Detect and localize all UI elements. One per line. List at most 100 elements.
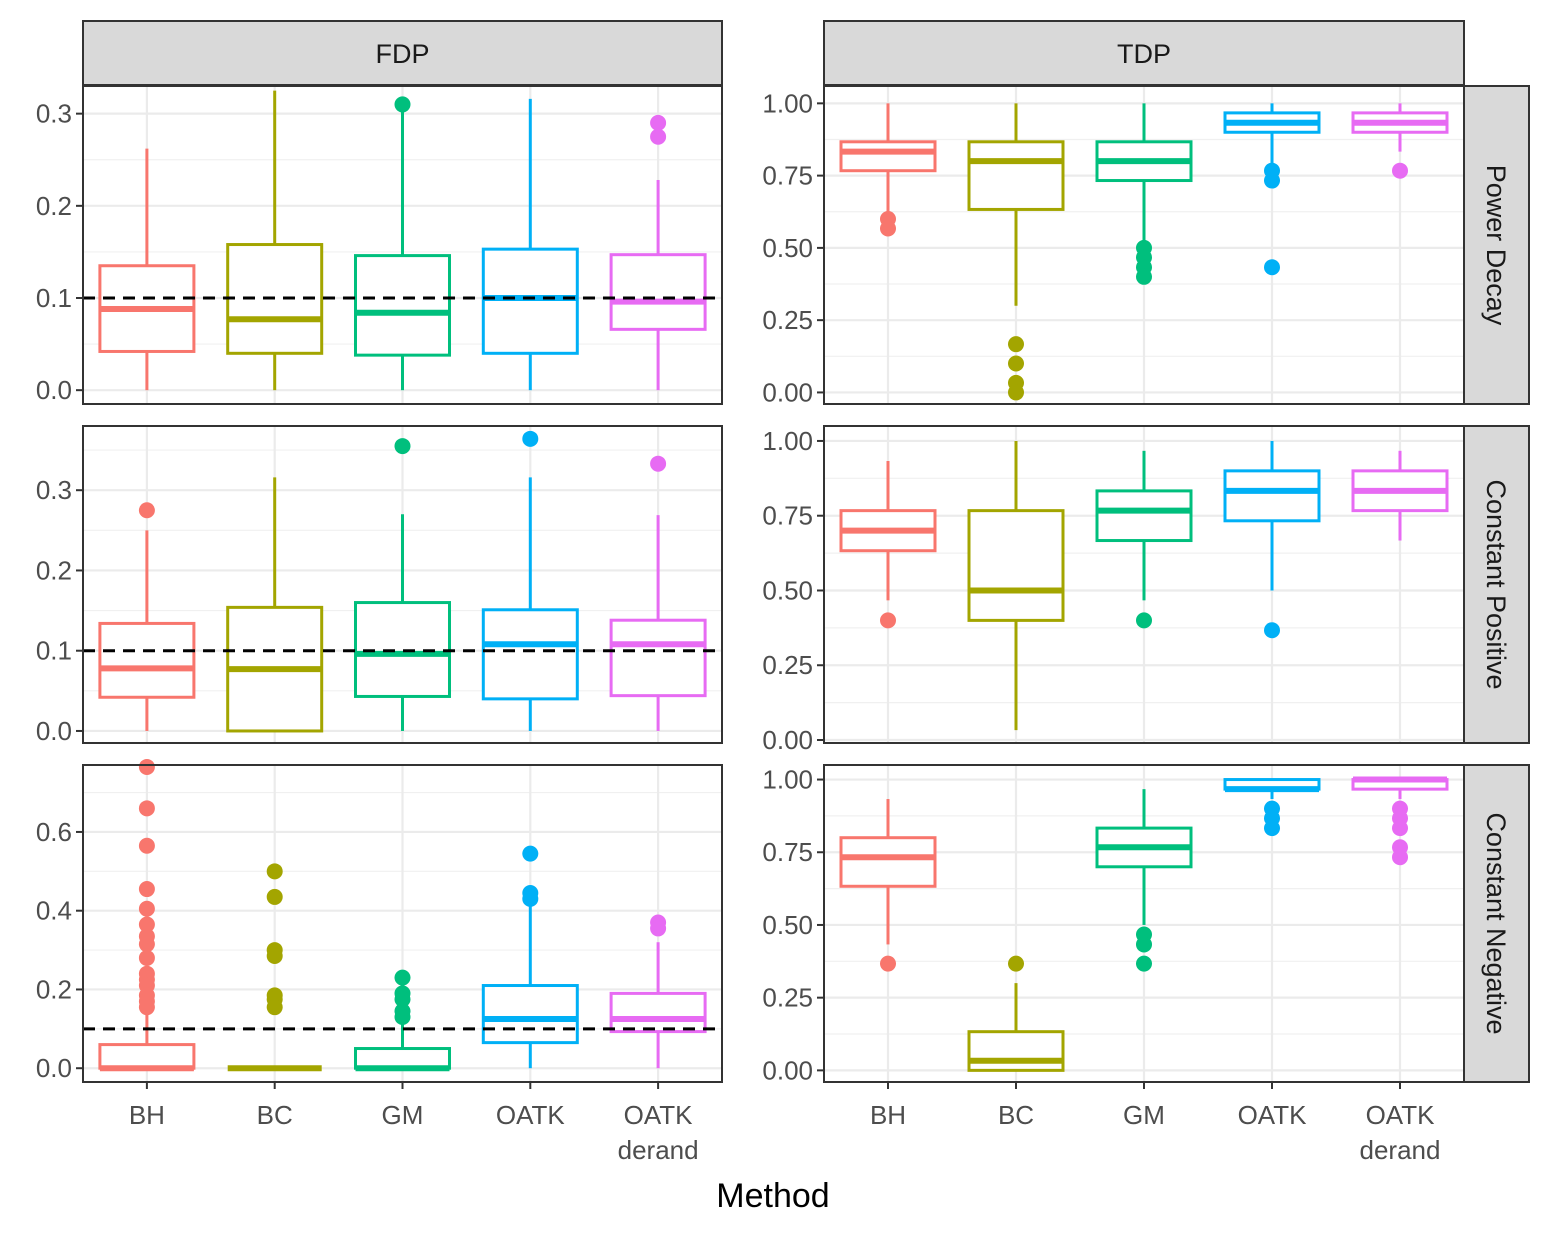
x-tick-label-bc: BC bbox=[998, 1100, 1034, 1130]
x-tick-label-oatk-derand: OATK derand bbox=[1360, 1100, 1441, 1165]
outlier-point bbox=[138, 916, 155, 933]
y-tick-label: 0.50 bbox=[762, 910, 813, 940]
box-gm-power-decay-tdp bbox=[1095, 103, 1193, 285]
box-gm-constant-negative-fdp bbox=[354, 969, 451, 1072]
outlier-point bbox=[394, 1009, 411, 1026]
outlier-point bbox=[880, 220, 896, 237]
y-tick-label: 0.50 bbox=[762, 575, 813, 605]
outlier-point bbox=[394, 991, 411, 1008]
box-iqr bbox=[481, 608, 579, 701]
x-tick-label-bh: BH bbox=[870, 1100, 906, 1130]
box-oatk-derand-power-decay-fdp bbox=[609, 114, 707, 391]
x-tick-label-oatk: OATK bbox=[496, 1100, 566, 1130]
strip-fdp-label: FDP bbox=[376, 39, 430, 69]
y-tick-label: 0.1 bbox=[36, 283, 72, 313]
y-tick-label: 0.0 bbox=[36, 1053, 72, 1083]
outlier-point bbox=[650, 920, 667, 937]
box-bh-constant-positive-tdp bbox=[839, 460, 937, 629]
y-tick-label: 0.3 bbox=[36, 475, 72, 505]
x-axis-title: Method bbox=[716, 1177, 829, 1215]
outlier-point bbox=[138, 758, 155, 775]
strip-constant-negative: Constant Negative bbox=[1463, 764, 1530, 1083]
outlier-point bbox=[394, 969, 411, 986]
panel-constant-negative-tdp: 0.00 0.25 0.50 0.75 1.00 bbox=[762, 764, 1465, 1085]
outlier-point bbox=[266, 947, 283, 964]
box-iqr bbox=[967, 140, 1065, 211]
strip-tdp: TDP bbox=[823, 20, 1465, 86]
y-tick-label: 0.4 bbox=[36, 896, 72, 926]
strip-tdp-label: TDP bbox=[1117, 39, 1171, 69]
outlier-point bbox=[1392, 820, 1408, 837]
box-iqr bbox=[98, 1043, 196, 1070]
box-oatk-derand-constant-negative-fdp bbox=[609, 914, 707, 1069]
y-tick-label: 0.3 bbox=[36, 99, 72, 129]
outlier-point bbox=[1392, 162, 1408, 179]
outlier-point bbox=[138, 502, 155, 519]
strip-power-decay: Power Decay bbox=[1463, 85, 1530, 405]
box-oatk-derand-constant-positive-fdp bbox=[609, 455, 707, 731]
outlier-point bbox=[522, 845, 539, 862]
panel-border bbox=[823, 425, 1465, 744]
y-tick-label: 0.0 bbox=[36, 375, 72, 405]
box-oatk-constant-negative-tdp bbox=[1223, 778, 1321, 837]
box-gm-power-decay-fdp bbox=[354, 96, 451, 391]
outlier-point bbox=[1136, 955, 1152, 972]
strip-tdp-box bbox=[823, 20, 1465, 86]
y-tick-label: 0.2 bbox=[36, 191, 72, 221]
outlier-point bbox=[1264, 820, 1280, 837]
box-iqr bbox=[839, 140, 937, 173]
x-tick-label-oatk: OATK bbox=[1238, 1100, 1308, 1130]
x-tick-label-oatk-derand: OATK derand bbox=[618, 1100, 699, 1165]
box-bc-power-decay-tdp bbox=[967, 103, 1065, 401]
strip-constant-positive: Constant Positive bbox=[1463, 425, 1530, 744]
x-axis-fdp: BH BC GM OATK OATK derand bbox=[129, 1082, 699, 1165]
y-tick-label: 0.6 bbox=[36, 817, 72, 847]
box-iqr bbox=[609, 253, 707, 331]
box-iqr bbox=[98, 621, 196, 699]
outlier-point bbox=[1136, 936, 1152, 953]
box-bc-constant-negative-tdp bbox=[967, 955, 1065, 1072]
panel-border bbox=[82, 85, 723, 405]
box-oatk-power-decay-tdp bbox=[1223, 103, 1321, 276]
outlier-point bbox=[1392, 849, 1408, 866]
panel-border bbox=[82, 425, 723, 744]
box-bc-constant-positive-tdp bbox=[967, 440, 1065, 731]
box-iqr bbox=[609, 618, 707, 698]
box-bh-constant-negative-fdp bbox=[98, 758, 196, 1072]
y-tick-label: 0.25 bbox=[762, 983, 813, 1013]
box-iqr bbox=[967, 1030, 1065, 1072]
y-tick-label: 1.00 bbox=[762, 765, 813, 795]
panel-power-decay-fdp: 0.0 0.1 0.2 0.3 bbox=[36, 85, 723, 405]
box-bh-power-decay-fdp bbox=[98, 148, 196, 391]
outlier-point bbox=[880, 612, 896, 629]
outlier-point bbox=[880, 955, 896, 972]
outlier-point bbox=[1136, 268, 1152, 285]
strip-constant-positive-label: Constant Positive bbox=[1481, 479, 1511, 689]
box-gm-constant-negative-tdp bbox=[1095, 789, 1193, 972]
strip-constant-positive-box bbox=[1463, 425, 1530, 744]
y-tick-label: 0.75 bbox=[762, 161, 813, 191]
outlier-point bbox=[138, 999, 155, 1016]
outlier-point bbox=[266, 999, 283, 1016]
outlier-point bbox=[650, 114, 667, 131]
panel-border bbox=[823, 85, 1465, 405]
y-tick-label: 0.00 bbox=[762, 725, 813, 755]
box-bh-constant-negative-tdp bbox=[839, 799, 937, 972]
y-tick-label: 0.0 bbox=[36, 716, 72, 746]
y-tick-label: 0.00 bbox=[762, 377, 813, 407]
y-tick-label: 0.1 bbox=[36, 636, 72, 666]
strip-power-decay-label: Power Decay bbox=[1481, 165, 1511, 326]
outlier-point bbox=[138, 936, 155, 953]
box-iqr bbox=[481, 984, 579, 1045]
outlier-point bbox=[266, 888, 283, 905]
box-bh-constant-positive-fdp bbox=[98, 502, 196, 731]
outlier-point bbox=[1136, 612, 1152, 629]
outlier-point bbox=[138, 881, 155, 898]
outlier-point bbox=[138, 900, 155, 917]
outlier-point bbox=[1264, 172, 1280, 189]
box-iqr bbox=[481, 247, 579, 355]
box-iqr bbox=[1223, 469, 1321, 523]
outlier-point bbox=[138, 837, 155, 854]
y-tick-label: 0.25 bbox=[762, 650, 813, 680]
